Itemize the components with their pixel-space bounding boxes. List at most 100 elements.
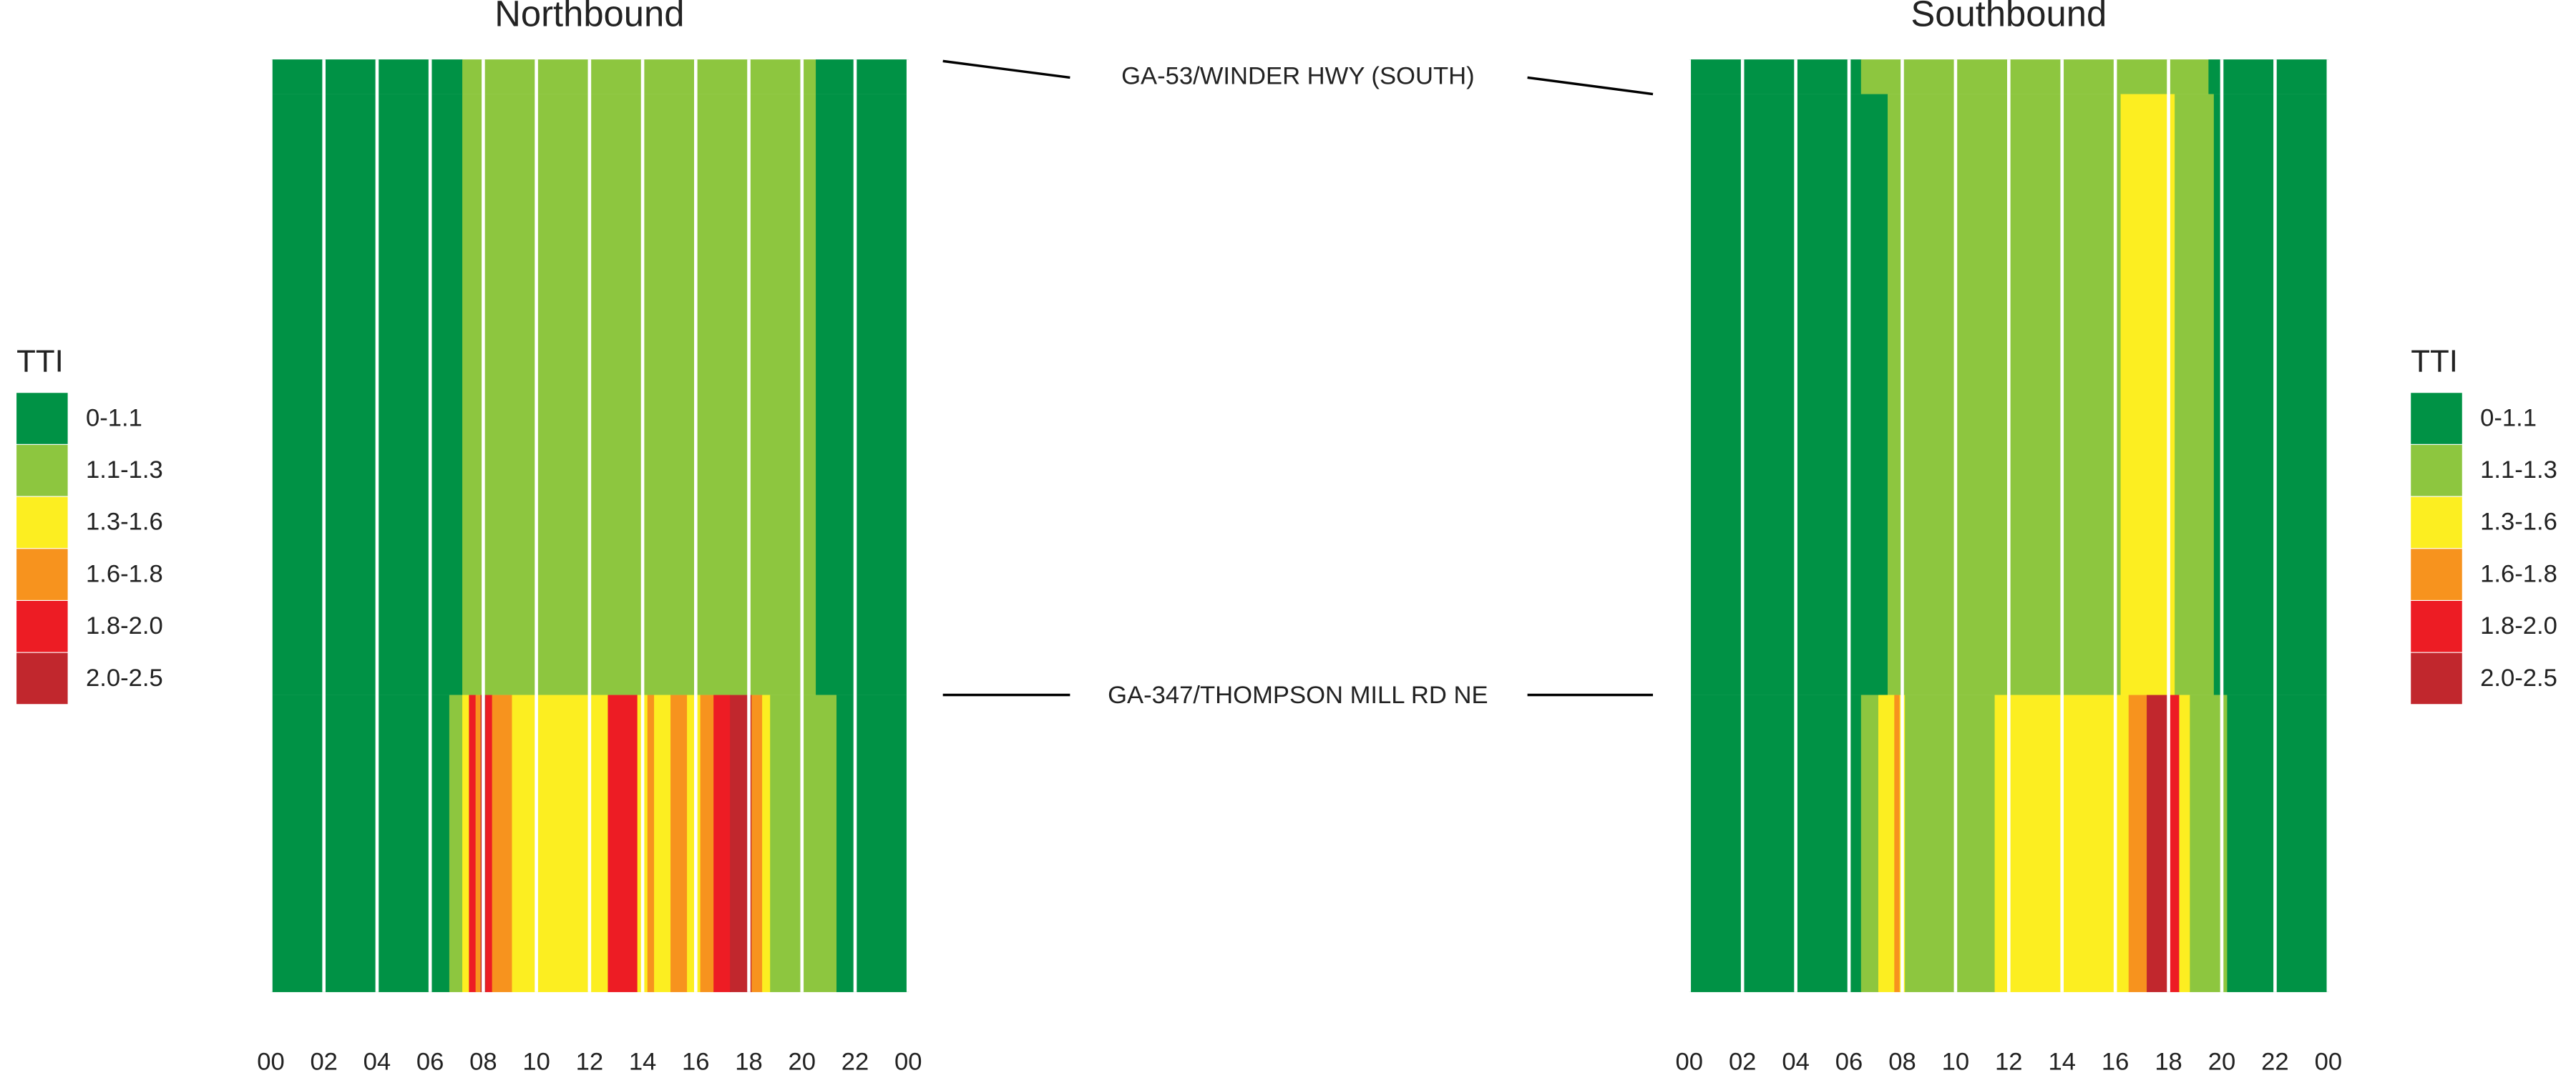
x-tick-label: 10 — [1942, 1048, 1970, 1073]
legend-swatch — [16, 601, 68, 652]
x-tick-label: 20 — [2208, 1048, 2236, 1073]
x-tick-label: 12 — [576, 1048, 604, 1073]
legend-swatch — [16, 652, 68, 705]
x-tick-label: 14 — [629, 1048, 656, 1073]
x-tick-label: 18 — [2155, 1048, 2182, 1073]
legend-swatch — [2411, 549, 2462, 600]
heat-cell — [2227, 695, 2329, 992]
legend-label: 1.1-1.3 — [86, 456, 163, 484]
x-tick-label: 00 — [894, 1048, 922, 1073]
heat-cell — [2128, 695, 2147, 992]
legend-label: 1.8-2.0 — [86, 612, 163, 640]
heat-cell — [751, 695, 763, 992]
legend-title: TTI — [16, 343, 64, 378]
connector — [1527, 76, 1654, 96]
heat-cell — [608, 695, 638, 992]
x-tick-label: 00 — [257, 1048, 285, 1073]
x-tick-label: 02 — [1729, 1048, 1757, 1073]
legend-title: TTI — [2411, 343, 2458, 378]
heat-cell — [270, 94, 463, 695]
heat-cell — [492, 695, 513, 992]
x-tick-label: 08 — [1888, 1048, 1916, 1073]
x-tick-label: 16 — [2102, 1048, 2129, 1073]
heat-cell — [270, 59, 463, 94]
legend-swatch — [16, 496, 68, 549]
heat-cell — [512, 695, 609, 992]
heat-cell — [687, 695, 701, 992]
heat-cell — [647, 695, 655, 992]
heat-cell — [1887, 94, 2122, 695]
heat-cell — [1689, 59, 1862, 94]
x-tick-label: 22 — [841, 1048, 869, 1073]
x-tick-label: 22 — [2261, 1048, 2289, 1073]
legend-swatch — [16, 549, 68, 600]
connector — [942, 59, 1070, 79]
x-tick-label: 06 — [416, 1048, 444, 1073]
legend-swatch — [2411, 393, 2462, 444]
x-tick-label: 10 — [522, 1048, 550, 1073]
legend-label: 1.8-2.0 — [2480, 612, 2557, 640]
annotation: GA-347/THOMPSON MILL RD NE — [1108, 682, 1488, 709]
heat-cell — [462, 59, 816, 94]
heat-cell — [700, 695, 715, 992]
heat-cell — [2147, 695, 2169, 992]
legend-swatch — [2411, 444, 2462, 496]
panel-title: Northbound — [494, 0, 684, 34]
x-tick-label: 14 — [2048, 1048, 2076, 1073]
heat-cell — [469, 695, 477, 992]
heat-cell — [270, 695, 450, 992]
heat-cell — [462, 94, 816, 695]
heat-cell — [816, 59, 909, 94]
x-tick-label: 08 — [469, 1048, 497, 1073]
annotation: GA-53/WINDER HWY (SOUTH) — [1121, 63, 1475, 90]
heat-cell — [1905, 695, 1996, 992]
heat-cell — [1860, 59, 2210, 94]
legend-swatch — [2411, 601, 2462, 652]
x-tick-label: 04 — [364, 1048, 391, 1073]
legend-label: 0-1.1 — [2480, 404, 2537, 431]
panel-title: Southbound — [1911, 0, 2107, 34]
legend-swatch — [2411, 652, 2462, 705]
x-tick-label: 06 — [1835, 1048, 1863, 1073]
x-tick-label: 04 — [1782, 1048, 1810, 1073]
legend-label: 1.1-1.3 — [2480, 456, 2557, 484]
heat-cell — [654, 695, 671, 992]
heat-cell — [2179, 695, 2191, 992]
x-tick-label: 18 — [735, 1048, 763, 1073]
heat-cell — [1878, 695, 1896, 992]
heat-cell — [475, 695, 482, 992]
heat-cell — [449, 695, 463, 992]
legend-label: 1.6-1.8 — [86, 560, 163, 587]
heat-cell — [2175, 94, 2215, 695]
heat-cell — [1894, 695, 1901, 992]
legend-swatch — [16, 444, 68, 496]
x-tick-label: 12 — [1995, 1048, 2023, 1073]
heat-cell — [816, 94, 909, 695]
heat-cell — [462, 695, 470, 992]
x-tick-label: 20 — [789, 1048, 816, 1073]
heat-cell — [762, 695, 771, 992]
legend-label: 0-1.1 — [86, 404, 142, 431]
heat-cell — [2167, 695, 2180, 992]
heat-cell — [836, 695, 909, 992]
x-tick-label: 00 — [1676, 1048, 1704, 1073]
heat-cell — [713, 695, 731, 992]
x-tick-label: 00 — [2315, 1048, 2343, 1073]
heat-cell — [1689, 695, 1862, 992]
legend-label: 2.0-2.5 — [2480, 665, 2557, 692]
heat-cell — [2208, 59, 2329, 94]
legend-swatch — [2411, 496, 2462, 549]
x-tick-label: 16 — [682, 1048, 710, 1073]
heat-cell — [670, 695, 688, 992]
heat-cell — [770, 695, 837, 992]
heat-cell — [2213, 94, 2329, 695]
legend-label: 2.0-2.5 — [86, 665, 163, 692]
heat-cell — [1860, 695, 1879, 992]
heat-cell — [1689, 94, 1888, 695]
legend-label: 1.6-1.8 — [2480, 560, 2557, 587]
heat-cell — [2120, 94, 2176, 695]
legend-label: 1.3-1.6 — [2480, 509, 2557, 536]
legend-swatch — [16, 393, 68, 444]
legend-label: 1.3-1.6 — [86, 509, 163, 536]
